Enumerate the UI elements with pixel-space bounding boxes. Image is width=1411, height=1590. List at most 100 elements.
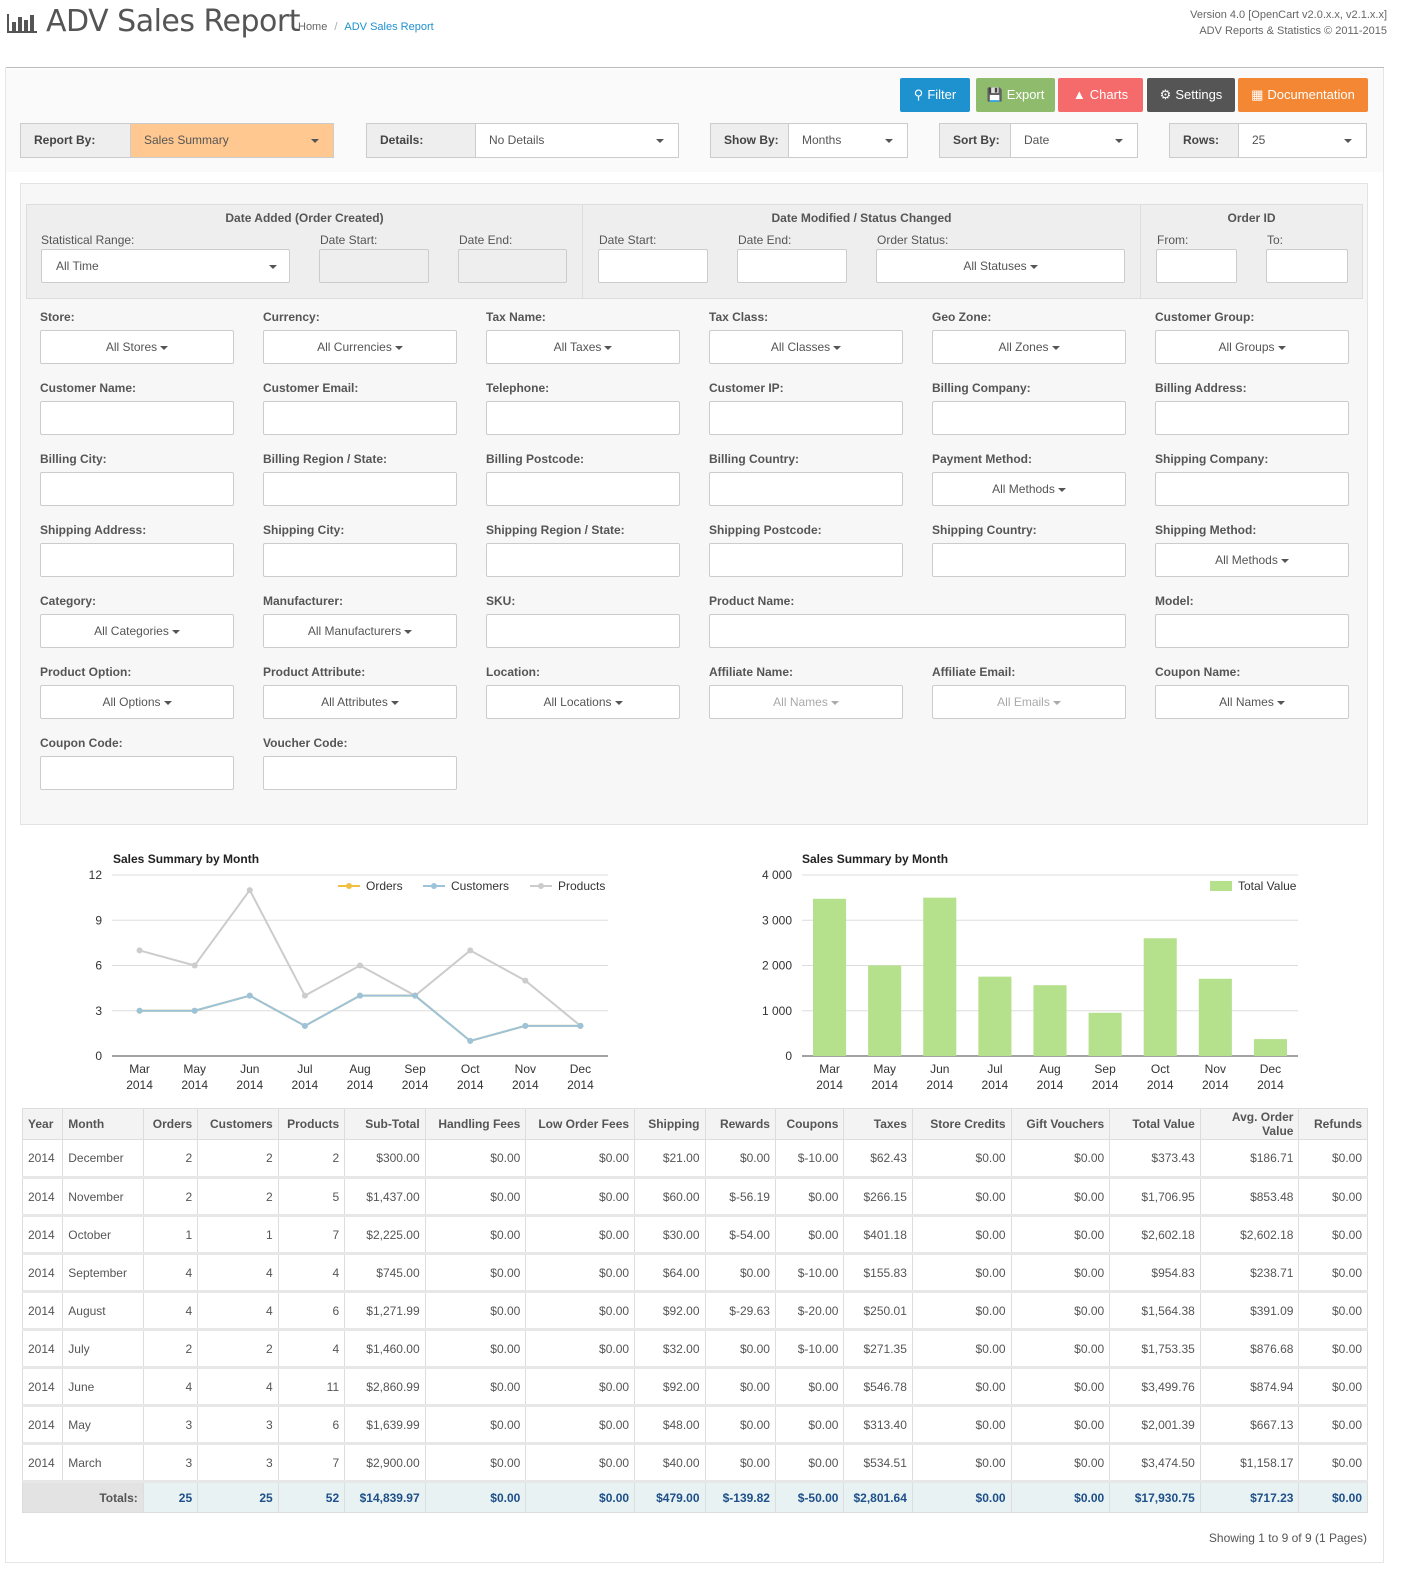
model-input[interactable] (1155, 614, 1349, 648)
table-cell: $0.00 (911, 1139, 1012, 1179)
sort-by-select[interactable]: Sort By: Date (939, 123, 1138, 158)
shipping-region-input[interactable] (486, 543, 680, 577)
table-cell: 7 (277, 1215, 346, 1255)
payment-method-select[interactable]: All Methods (932, 472, 1126, 506)
table-cell: $0.00 (774, 1443, 845, 1483)
sku-input[interactable] (486, 614, 680, 648)
column-header[interactable]: Orders (142, 1108, 199, 1140)
product-attribute-select[interactable]: All Attributes (263, 685, 457, 719)
affiliate-email-select[interactable]: All Emails (932, 685, 1126, 719)
data-point (522, 977, 529, 984)
geo-zone-select[interactable]: All Zones (932, 330, 1126, 364)
column-header[interactable]: Gift Vouchers (1010, 1108, 1111, 1140)
column-header[interactable]: Year (21, 1108, 64, 1140)
date-modified-end-input[interactable] (737, 249, 847, 283)
date-modified-start-input[interactable] (598, 249, 708, 283)
report-by-value[interactable]: Sales Summary (131, 124, 333, 157)
billing-address-input[interactable] (1155, 401, 1349, 435)
column-header[interactable]: Refunds (1298, 1108, 1368, 1140)
billing-city-input[interactable] (40, 472, 234, 506)
store-select[interactable]: All Stores (40, 330, 234, 364)
billing-postcode-input[interactable] (486, 472, 680, 506)
rows-value[interactable]: 25 (1239, 124, 1366, 157)
sort-by-value[interactable]: Date (1011, 124, 1137, 157)
x-tick-label: 2014 (871, 1078, 898, 1092)
column-header[interactable]: Handling Fees (424, 1108, 527, 1140)
bar-chart-svg: Sales Summary by Month 0 1 000 2 000 3 000 4… (762, 852, 1298, 1092)
sort-by-value-text: Date (1024, 133, 1050, 147)
column-header[interactable]: Sub-Total (344, 1108, 426, 1140)
tax-class-select[interactable]: All Classes (709, 330, 903, 364)
table-cell: $62.43 (843, 1139, 913, 1179)
rows-select[interactable]: Rows: 25 (1169, 123, 1367, 158)
billing-company-input[interactable] (932, 401, 1126, 435)
billing-country-input[interactable] (709, 472, 903, 506)
charts-button[interactable]: ▲ Charts (1058, 78, 1143, 112)
column-header[interactable]: Low Order Fees (525, 1108, 636, 1140)
shipping-postcode-input[interactable] (709, 543, 903, 577)
table-cell: $0.00 (704, 1329, 776, 1369)
show-by-select[interactable]: Show By: Months (710, 123, 908, 158)
details-select[interactable]: Details: No Details (366, 123, 679, 158)
details-value[interactable]: No Details (476, 124, 678, 157)
bar (923, 897, 957, 1056)
shipping-city-input[interactable] (263, 543, 457, 577)
shipping-country-input[interactable] (932, 543, 1126, 577)
date-added-start-input[interactable] (319, 249, 429, 283)
coupon-name-select[interactable]: All Names (1155, 685, 1349, 719)
shipping-address-input[interactable] (40, 543, 234, 577)
breadcrumb-current[interactable]: ADV Sales Report (344, 21, 434, 33)
affiliate-name-select[interactable]: All Names (709, 685, 903, 719)
manufacturer-select[interactable]: All Manufacturers (263, 614, 457, 648)
category-value: All Categories (94, 624, 169, 638)
customer-email-input[interactable] (263, 401, 457, 435)
order-id-to-input[interactable] (1266, 249, 1348, 283)
customer-ip-input[interactable] (709, 401, 903, 435)
breadcrumb-home[interactable]: Home (298, 21, 328, 33)
coupon-code-input[interactable] (40, 756, 234, 790)
table-cell: $0.00 (424, 1139, 527, 1179)
product-name-input[interactable] (709, 614, 1126, 648)
report-by-select[interactable]: Report By: Sales Summary (20, 123, 334, 158)
location-select[interactable]: All Locations (486, 685, 680, 719)
table-cell: $0.00 (911, 1253, 1012, 1293)
chevron-down-icon (390, 700, 399, 705)
customer-name-input[interactable] (40, 401, 234, 435)
column-header[interactable]: Taxes (843, 1108, 913, 1140)
date-added-end-input[interactable] (458, 249, 567, 283)
book-icon: ▦ (1251, 87, 1264, 102)
table-cell: $546.78 (843, 1367, 913, 1407)
telephone-input[interactable] (486, 401, 680, 435)
statistical-range-select[interactable]: All Time (41, 249, 290, 283)
export-button[interactable]: 💾 Export (976, 78, 1055, 112)
column-header[interactable]: Rewards (704, 1108, 776, 1140)
shipping-method-select[interactable]: All Methods (1155, 543, 1349, 577)
billing-region-input[interactable] (263, 472, 457, 506)
tax-name-select[interactable]: All Taxes (486, 330, 680, 364)
column-header[interactable]: Total Value (1109, 1108, 1201, 1140)
column-header[interactable]: Shipping (634, 1108, 706, 1140)
product-option-select[interactable]: All Options (40, 685, 234, 719)
show-by-value[interactable]: Months (789, 124, 907, 157)
column-header[interactable]: Customers (197, 1108, 279, 1140)
column-header[interactable]: Products (277, 1108, 346, 1140)
currency-select[interactable]: All Currencies (263, 330, 457, 364)
statistical-range-value: All Time (56, 259, 99, 273)
column-header[interactable]: Month (62, 1108, 144, 1140)
filter-button[interactable]: ⚲ Filter (900, 78, 970, 112)
order-id-from-input[interactable] (1156, 249, 1237, 283)
settings-button[interactable]: ⚙ Settings (1147, 78, 1235, 112)
voucher-code-input[interactable] (263, 756, 457, 790)
documentation-button[interactable]: ▦ Documentation (1238, 78, 1368, 112)
y-tick-label: 1 000 (762, 1004, 792, 1018)
shipping-company-input[interactable] (1155, 472, 1349, 506)
order-status-select[interactable]: All Statuses (876, 249, 1125, 283)
table-cell: $60.00 (634, 1177, 706, 1217)
column-header[interactable]: Store Credits (911, 1108, 1012, 1140)
table-cell: $21.00 (634, 1139, 706, 1179)
column-header[interactable]: Coupons (774, 1108, 845, 1140)
table-cell: $-10.00 (774, 1329, 845, 1369)
customer-group-select[interactable]: All Groups (1155, 330, 1349, 364)
category-select[interactable]: All Categories (40, 614, 234, 648)
column-header[interactable]: Avg. Order Value (1199, 1108, 1300, 1140)
